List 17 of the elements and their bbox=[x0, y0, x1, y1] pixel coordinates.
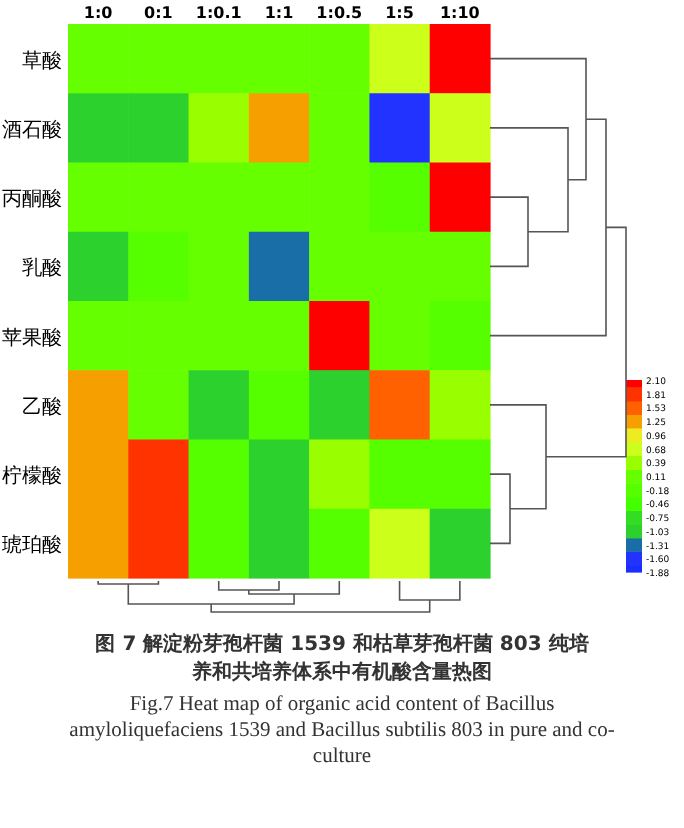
x-tick-label: 1:1 bbox=[264, 4, 295, 22]
y-tick-label: 草酸 bbox=[22, 48, 62, 73]
x-tick-label: 1:5 bbox=[385, 4, 415, 22]
y-tick-label: 乙酸 bbox=[22, 394, 62, 419]
y-tick-label: 乳酸 bbox=[22, 256, 62, 281]
y-tick-label: 琥珀酸 bbox=[2, 533, 62, 558]
y-tick-label: 苹果酸 bbox=[2, 325, 62, 350]
x-tick-label: 1:10 bbox=[439, 4, 481, 22]
y-tick-label: 丙酮酸 bbox=[2, 187, 62, 212]
text: Fig.7 Heat map of organic acid content of Bacillus amyloliquefaciens 1539 and Bacillus subtilis 803 in pure and co-culture bbox=[67, 692, 617, 770]
x-tick-label: 0:1 bbox=[144, 4, 174, 22]
x-tick-label: 1:0.1 bbox=[195, 4, 243, 22]
y-tick-label: 柠檬酸 bbox=[2, 464, 62, 489]
x-tick-label: 1:0 bbox=[83, 4, 114, 22]
text: 图 7 解淀粉芽孢杆菌 1539 和枯草芽孢杆菌 803 纯培养和共培养体系中有机酸含量热图 bbox=[93, 632, 591, 688]
y-tick-label: 酒石酸 bbox=[2, 117, 62, 142]
x-tick-label: 1:0.5 bbox=[316, 4, 364, 22]
